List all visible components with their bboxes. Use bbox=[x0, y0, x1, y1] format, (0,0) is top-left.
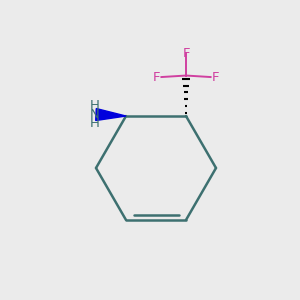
Text: F: F bbox=[212, 70, 220, 83]
Text: H: H bbox=[90, 99, 99, 112]
Text: H: H bbox=[90, 117, 99, 130]
Text: F: F bbox=[152, 70, 160, 83]
Text: N: N bbox=[90, 108, 99, 121]
Text: F: F bbox=[182, 46, 190, 59]
Polygon shape bbox=[96, 109, 126, 121]
